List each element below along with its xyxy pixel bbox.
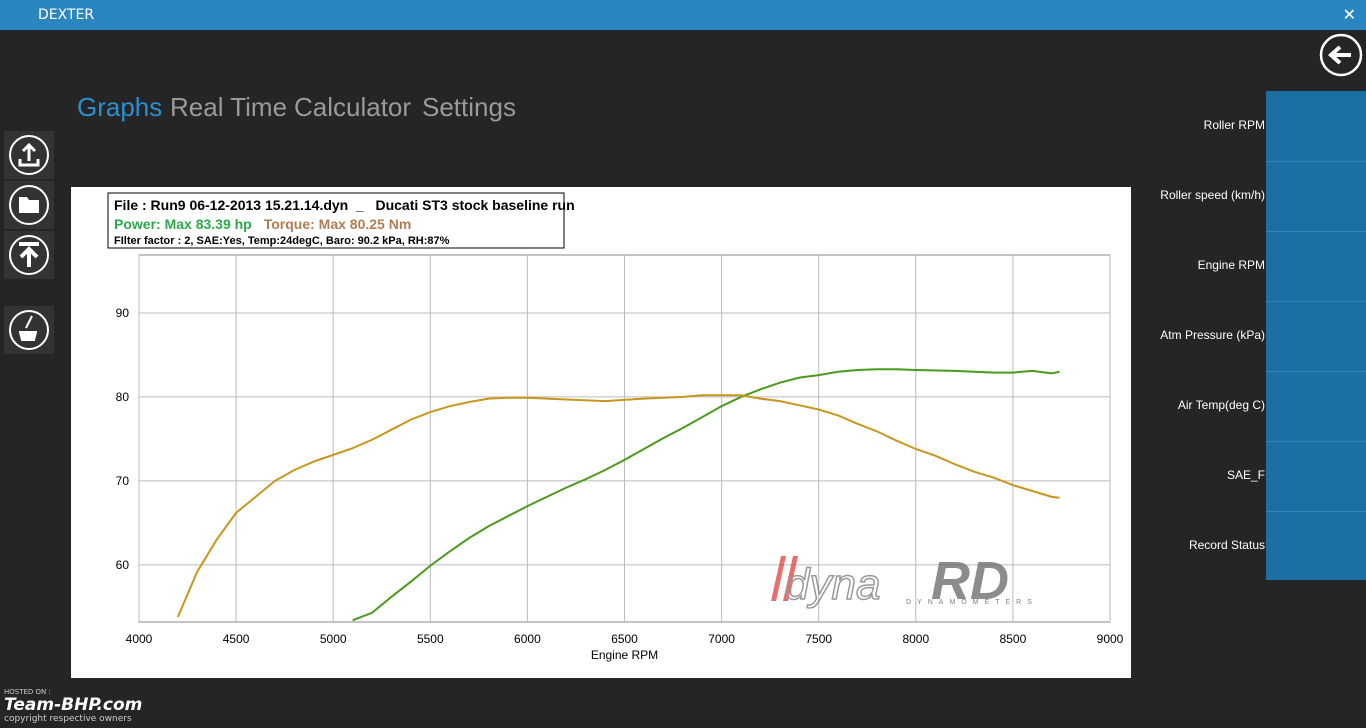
tab[interactable]: Real Time [170, 92, 288, 122]
x-tick-label: 9000 [1097, 632, 1124, 646]
series-line [176, 394, 1060, 618]
separator [1266, 231, 1366, 232]
tab[interactable]: Graphs [77, 92, 163, 122]
y-tick-label: 70 [116, 474, 130, 488]
y-tick-label: 60 [116, 558, 130, 572]
info-box [107, 192, 565, 249]
close-button[interactable]: ✕ [1342, 5, 1356, 24]
hosted-brand: Team-BHP.com [4, 695, 143, 715]
hosted-watermark: HOSTED ON : Team-BHP.com copyright respe… [4, 688, 142, 724]
side-label: Roller RPM [1203, 118, 1265, 132]
x-tick-label: 7500 [805, 632, 832, 646]
hosted-line: HOSTED ON : [4, 688, 51, 696]
separator [1266, 161, 1366, 162]
clear-button[interactable] [4, 306, 54, 354]
chart-panel: 4000 4500 5000 5500 6000 6500 7000 7500 8000 8500… [71, 187, 1131, 678]
side-label: Record Status [1188, 538, 1265, 552]
x-tick-label: 6500 [611, 632, 638, 646]
series-line [352, 368, 1060, 622]
legend-entry: Power: Max 83.39 hp [114, 216, 252, 232]
tab[interactable]: Calculator [294, 92, 412, 122]
tab[interactable]: Settings [422, 92, 516, 122]
upload-button[interactable] [4, 231, 54, 279]
chart-title: File : Run9 06-12-2013 15.21.14.dyn _ Du… [114, 197, 575, 213]
separator [1266, 511, 1366, 512]
logo-tagline: DYNAMOMETERS [906, 599, 1038, 606]
open-button[interactable] [4, 181, 54, 229]
x-tick-label: 4000 [126, 632, 153, 646]
title-bar: DEXTER [0, 0, 1366, 30]
logo-brand: dyna [785, 560, 880, 609]
chart: 4000 4500 5000 5500 6000 6500 7000 7500 8000 8500… [107, 192, 1124, 662]
x-tick-label: 6000 [514, 632, 541, 646]
x-tick-label: 4500 [223, 632, 250, 646]
y-tick-label: 90 [116, 306, 130, 320]
app-title: DEXTER [38, 7, 95, 23]
y-tick-label: 80 [116, 390, 130, 404]
x-tick-label: 8500 [1000, 632, 1027, 646]
side-label: Air Temp(deg C) [1177, 398, 1265, 412]
legend: Power: Max 83.39 hp Torque: Max 80.25 Nm [114, 216, 411, 232]
export-button[interactable] [4, 131, 54, 179]
chart-subtitle: FIlter factor : 2, SAE:Yes, Temp:24degC,… [114, 235, 450, 247]
logo-brand: RD [931, 551, 1009, 611]
x-tick-label: 8000 [902, 632, 929, 646]
side-label: SAE_F [1226, 468, 1265, 482]
x-tick-label: 7000 [708, 632, 735, 646]
x-tick-label: 5500 [417, 632, 444, 646]
side-label: Roller speed (km/h) [1160, 188, 1265, 202]
x-tick-label: 5000 [320, 632, 347, 646]
side-panel-values [1266, 91, 1366, 580]
back-button[interactable] [1318, 33, 1364, 79]
side-label: Engine RPM [1197, 258, 1265, 272]
separator [1266, 441, 1366, 442]
hosted-line: copyright respective owners [4, 714, 132, 724]
legend-entry: Torque: Max 80.25 Nm [264, 216, 412, 232]
separator [1266, 301, 1366, 302]
logo-stripe [771, 556, 798, 601]
separator [1266, 371, 1366, 372]
x-axis-label: Engine RPM [591, 648, 658, 662]
side-label: Atm Pressure (kPa) [1160, 328, 1265, 342]
